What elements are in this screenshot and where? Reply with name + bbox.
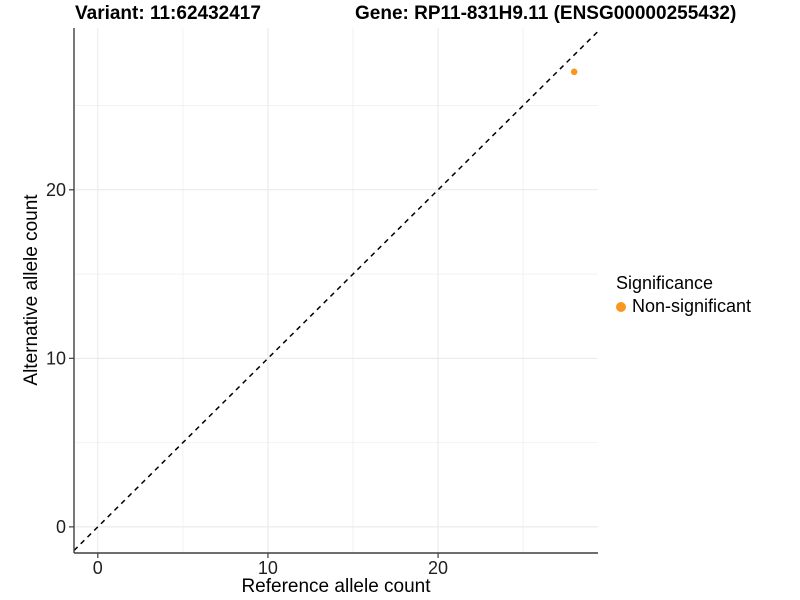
legend-entry-non-significant: Non-significant xyxy=(616,296,751,317)
data-point xyxy=(570,68,578,76)
x-tick-label-20: 20 xyxy=(428,558,448,578)
variant-title: Variant: 11:62432417 xyxy=(75,3,261,24)
y-tick-label-10: 10 xyxy=(46,348,66,368)
legend-entry-label: Non-significant xyxy=(632,296,752,316)
x-tick-label-10: 10 xyxy=(258,558,278,578)
legend: Significance Non-significant xyxy=(616,273,751,317)
identity-line xyxy=(73,30,599,552)
y-tick-label-20: 20 xyxy=(46,180,66,200)
legend-title: Significance xyxy=(616,273,714,293)
x-axis-title: Reference allele count xyxy=(241,576,431,597)
legend-key-dot xyxy=(616,301,626,312)
x-tick-label-0: 0 xyxy=(93,558,103,578)
y-axis-title: Alternative allele count xyxy=(21,194,42,386)
y-tick-label-0: 0 xyxy=(56,517,66,537)
gene-title: Gene: RP11-831H9.11 (ENSG00000255432) xyxy=(355,3,737,24)
